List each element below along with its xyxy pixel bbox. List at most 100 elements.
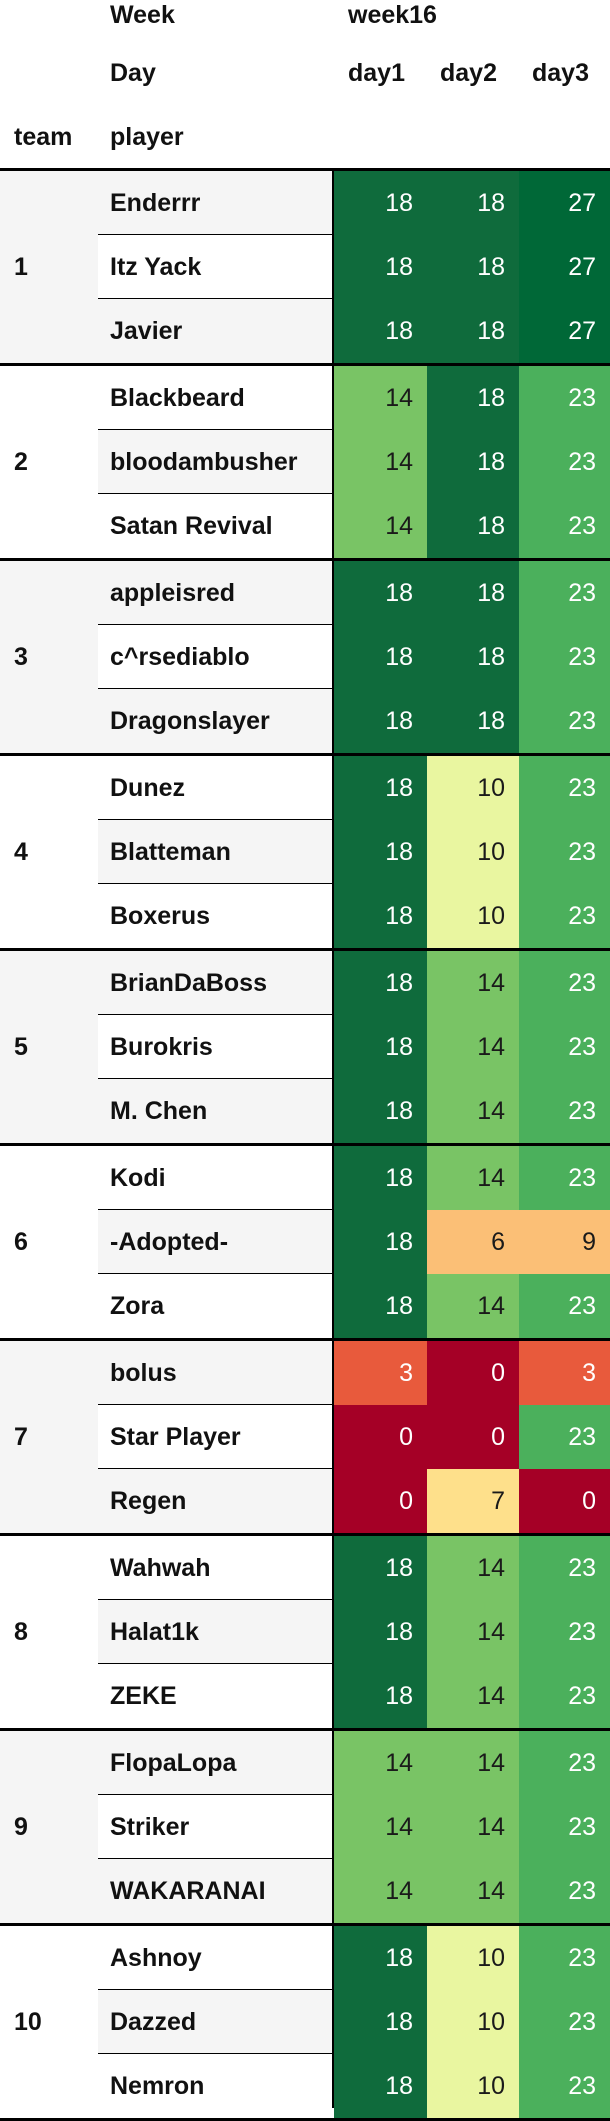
score-cell-day2: 14 (427, 1146, 519, 1210)
score-cell-day3: 23 (519, 756, 610, 820)
score-cell-day3: 23 (519, 561, 610, 625)
score-cell-day1: 18 (334, 625, 427, 689)
table-row: appleisred 18 18 23 (0, 561, 610, 625)
score-cell-day3: 23 (519, 430, 610, 494)
team-block: bolus 3 0 3 Star Player 0 0 23 Regen 0 7 0 7 (0, 1341, 610, 1536)
score-cell-day2: 10 (427, 756, 519, 820)
score-cell-day2: 18 (427, 494, 519, 558)
team-separator (0, 1143, 610, 1146)
score-cell-day3: 23 (519, 2054, 610, 2118)
team-column-header: team (14, 123, 73, 151)
player-name: Striker (98, 1795, 333, 1859)
player-name: Zora (98, 1274, 333, 1338)
team-separator (0, 1728, 610, 1731)
player-name: c^rsediablo (98, 625, 333, 689)
table-row: -Adopted- 18 6 9 (0, 1210, 610, 1274)
score-cell-day1: 0 (334, 1469, 427, 1533)
player-name: Boxerus (98, 884, 333, 948)
score-cell-day1: 18 (334, 561, 427, 625)
player-name: Itz Yack (98, 235, 333, 299)
score-cell-day2: 18 (427, 299, 519, 363)
table-row: Nemron 18 10 23 (0, 2054, 610, 2118)
player-name: Javier (98, 299, 333, 363)
team-separator (0, 1338, 610, 1341)
score-cell-day2: 18 (427, 366, 519, 430)
score-cell-day1: 18 (334, 1146, 427, 1210)
score-cell-day3: 23 (519, 1795, 610, 1859)
score-cell-day3: 23 (519, 884, 610, 948)
score-cell-day2: 18 (427, 689, 519, 753)
table-row: Enderrr 18 18 27 (0, 171, 610, 235)
player-name: appleisred (98, 561, 333, 625)
table-row: Blatteman 18 10 23 (0, 820, 610, 884)
player-name: -Adopted- (98, 1210, 333, 1274)
table-row: Dunez 18 10 23 (0, 756, 610, 820)
score-cell-day2: 10 (427, 820, 519, 884)
table-row: Kodi 18 14 23 (0, 1146, 610, 1210)
table-row: Itz Yack 18 18 27 (0, 235, 610, 299)
score-cell-day3: 23 (519, 1664, 610, 1728)
table-row: Ashnoy 18 10 23 (0, 1926, 610, 1990)
score-cell-day2: 14 (427, 1795, 519, 1859)
score-cell-day3: 23 (519, 1405, 610, 1469)
score-cell-day2: 14 (427, 1536, 519, 1600)
score-cell-day3: 23 (519, 1079, 610, 1143)
table-row: Blackbeard 14 18 23 (0, 366, 610, 430)
table-row: Dragonslayer 18 18 23 (0, 689, 610, 753)
score-cell-day1: 18 (334, 1210, 427, 1274)
team-separator (0, 1923, 610, 1926)
player-name: FlopaLopa (98, 1731, 333, 1795)
score-cell-day3: 23 (519, 1274, 610, 1338)
team-block: FlopaLopa 14 14 23 Striker 14 14 23 WAKARANAI 14 1… (0, 1731, 610, 1926)
team-number: 8 (14, 1618, 28, 1646)
player-name: Dunez (98, 756, 333, 820)
score-cell-day1: 14 (334, 430, 427, 494)
team-block: BrianDaBoss 18 14 23 Burokris 18 14 23 M. Chen 18… (0, 951, 610, 1146)
player-name: Blatteman (98, 820, 333, 884)
score-cell-day1: 18 (334, 171, 427, 235)
player-name: Halat1k (98, 1600, 333, 1664)
player-name: Kodi (98, 1146, 333, 1210)
score-cell-day2: 18 (427, 235, 519, 299)
player-name: Satan Revival (98, 494, 333, 558)
score-cell-day1: 14 (334, 1859, 427, 1923)
score-cell-day3: 23 (519, 625, 610, 689)
score-cell-day3: 3 (519, 1341, 610, 1405)
score-cell-day3: 23 (519, 1926, 610, 1990)
week-value: week16 (348, 1, 437, 29)
team-block: appleisred 18 18 23 c^rsediablo 18 18 23 Dragons… (0, 561, 610, 756)
team-block: Kodi 18 14 23 -Adopted- 18 6 9 Zora 18 14 23 6 (0, 1146, 610, 1341)
column-header-day2: day2 (440, 59, 497, 87)
score-cell-day3: 23 (519, 951, 610, 1015)
score-cell-day2: 10 (427, 2054, 519, 2118)
team-separator (0, 948, 610, 951)
player-name: Wahwah (98, 1536, 333, 1600)
score-cell-day1: 14 (334, 1795, 427, 1859)
score-cell-day1: 18 (334, 299, 427, 363)
table-row: bloodambusher 14 18 23 (0, 430, 610, 494)
table-row: Star Player 0 0 23 (0, 1405, 610, 1469)
score-cell-day2: 18 (427, 625, 519, 689)
score-cell-day3: 23 (519, 820, 610, 884)
score-cell-day2: 10 (427, 1926, 519, 1990)
team-number: 10 (14, 2008, 42, 2036)
score-cell-day1: 18 (334, 689, 427, 753)
column-header-day1: day1 (348, 59, 405, 87)
score-cell-day2: 0 (427, 1405, 519, 1469)
team-block: Wahwah 18 14 23 Halat1k 18 14 23 ZEKE 18 14 23 8 (0, 1536, 610, 1731)
score-cell-day3: 23 (519, 1015, 610, 1079)
score-cell-day1: 18 (334, 1079, 427, 1143)
table-row: ZEKE 18 14 23 (0, 1664, 610, 1728)
team-number: 1 (14, 253, 28, 281)
score-cell-day1: 18 (334, 1664, 427, 1728)
team-separator (0, 558, 610, 561)
score-cell-day3: 23 (519, 1990, 610, 2054)
team-number: 3 (14, 643, 28, 671)
player-name: Star Player (98, 1405, 333, 1469)
score-cell-day2: 18 (427, 561, 519, 625)
score-cell-day2: 6 (427, 1210, 519, 1274)
score-cell-day2: 14 (427, 1079, 519, 1143)
score-cell-day3: 27 (519, 171, 610, 235)
team-number: 9 (14, 1813, 28, 1841)
score-cell-day2: 14 (427, 1859, 519, 1923)
